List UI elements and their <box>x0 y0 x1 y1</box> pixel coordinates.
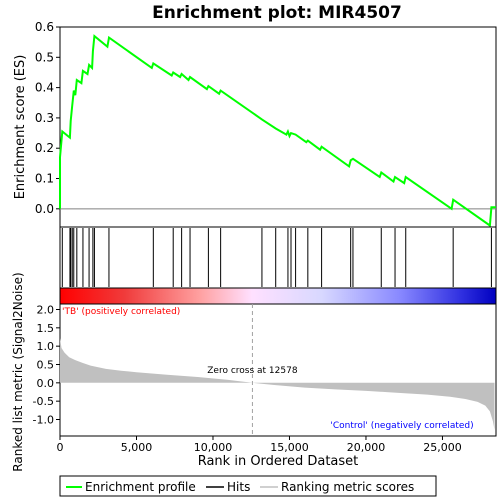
rank-y-tick-label: 0.0 <box>37 377 55 390</box>
rank-y-tick-label: -0.5 <box>33 395 54 408</box>
hits-panel <box>59 226 497 289</box>
es-panel: 0.0 0.1 0.2 0.3 0.4 0.5 0.6 Enrichment score (… <box>13 20 497 228</box>
rank-color-band <box>59 287 497 305</box>
rank-y-axis-label: Ranked list metric (Signal2Noise) <box>11 272 25 471</box>
x-tick-label: 25,000 <box>423 441 462 454</box>
x-axis-ticks: 0 5,000 10,000 15,000 20,000 25,000 <box>57 436 462 454</box>
rank-y-tick-label: 1.0 <box>37 340 55 353</box>
es-y-tick-label: 0.4 <box>35 81 54 95</box>
x-tick-label: 0 <box>57 441 64 454</box>
ranking-metric-area <box>60 338 495 430</box>
x-tick-label: 5,000 <box>121 441 153 454</box>
rank-y-tick-label: 0.5 <box>37 359 55 372</box>
es-y-tick-label: 0.2 <box>35 141 54 155</box>
x-tick-label: 15,000 <box>270 441 309 454</box>
enrichment-profile-line <box>59 34 496 228</box>
rank-y-tick-label: -1.0 <box>33 414 54 427</box>
es-y-tick-label: 0.6 <box>35 20 54 34</box>
es-y-ticks: 0.0 0.1 0.2 0.3 0.4 0.5 0.6 <box>35 20 60 216</box>
x-tick-label: 20,000 <box>347 441 386 454</box>
x-axis-label: Rank in Ordered Dataset <box>198 454 359 469</box>
es-y-tick-label: 0.5 <box>35 50 54 64</box>
es-y-tick-label: 0.0 <box>35 202 54 216</box>
hit-markers <box>61 228 492 287</box>
rank-metric-panel: -1.0 -0.5 0.0 0.5 1.0 1.5 2.0 Zero cross at 12… <box>11 272 497 472</box>
es-y-axis-label: Enrichment score (ES) <box>13 55 28 200</box>
rank-y-tick-label: 1.5 <box>37 322 55 335</box>
chart-title: Enrichment plot: MIR4507 <box>152 3 402 23</box>
legend-entry-metric: Ranking metric scores <box>281 480 414 494</box>
legend-entry-hits: Hits <box>227 480 250 494</box>
es-y-tick-label: 0.3 <box>35 111 54 125</box>
negative-label: 'Control' (negatively correlated) <box>330 421 473 431</box>
es-y-tick-label: 0.1 <box>35 172 54 186</box>
es-panel-frame <box>59 26 497 228</box>
legend-frame <box>59 475 437 497</box>
positive-label: 'TB' (positively correlated) <box>62 307 180 317</box>
rank-y-ticks: -1.0 -0.5 0.0 0.5 1.0 1.5 2.0 <box>33 304 60 427</box>
legend: Enrichment profile Hits Ranking metric s… <box>59 475 437 497</box>
hits-panel-frame <box>59 226 497 289</box>
rank-y-tick-label: 2.0 <box>37 304 55 317</box>
zero-cross-label: Zero cross at 12578 <box>207 366 298 376</box>
rank-panel-frame <box>59 303 497 437</box>
legend-entry-profile: Enrichment profile <box>85 480 196 494</box>
x-tick-label: 10,000 <box>194 441 233 454</box>
